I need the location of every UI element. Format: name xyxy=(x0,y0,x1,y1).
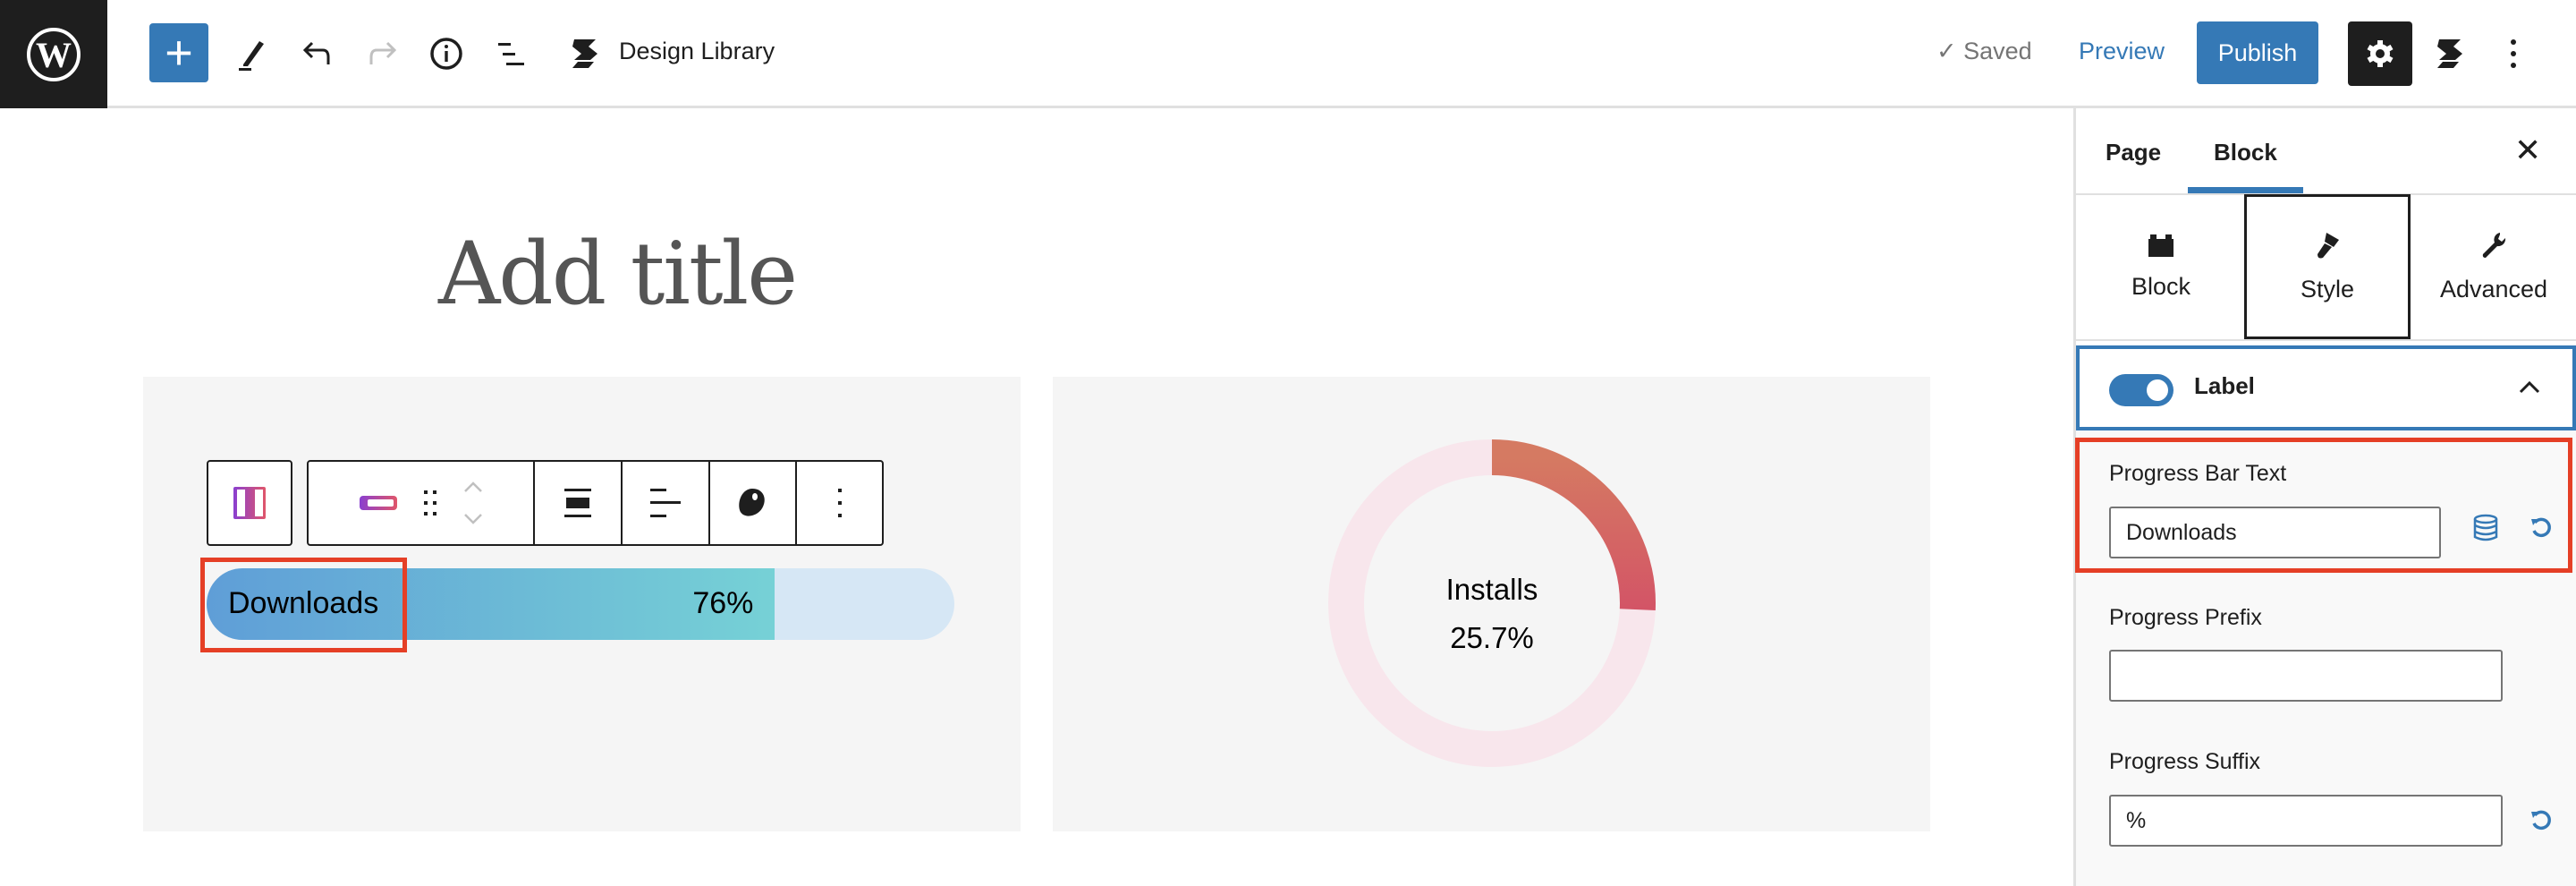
progress-prefix-input[interactable] xyxy=(2109,650,2503,702)
close-icon[interactable]: ✕ xyxy=(2514,132,2542,168)
circle-progress-label: Installs xyxy=(1446,573,1538,606)
circle-progress-arc xyxy=(1491,439,1656,611)
brush-icon xyxy=(2318,232,2339,258)
text-align-button[interactable] xyxy=(620,462,708,544)
subtab-label: Advanced xyxy=(2439,275,2548,302)
progress-prefix-label: Progress Prefix xyxy=(2109,605,2262,630)
label-panel-title: Label xyxy=(2194,372,2255,399)
publish-button[interactable]: Publish xyxy=(2197,21,2318,84)
stackable-logo-icon[interactable] xyxy=(558,27,612,81)
redo-icon[interactable] xyxy=(355,27,409,81)
block-mover-group xyxy=(309,462,533,544)
subtab-block[interactable]: Block xyxy=(2078,194,2244,339)
highlight-box xyxy=(2075,438,2572,573)
pencil-icon[interactable] xyxy=(225,27,279,81)
subtab-style[interactable]: Style xyxy=(2244,194,2411,339)
palette-icon xyxy=(739,489,766,516)
settings-gear-icon[interactable] xyxy=(2348,21,2412,86)
active-tab-indicator xyxy=(2188,187,2303,193)
progress-bar-fill xyxy=(207,568,775,640)
divider xyxy=(2076,339,2576,341)
block-type-button[interactable] xyxy=(207,460,292,546)
progress-bar-value: 76% xyxy=(692,586,754,620)
more-block-options-button[interactable] xyxy=(795,462,882,544)
subtab-label: Block xyxy=(2131,272,2191,300)
progress-bar-icon xyxy=(359,496,397,510)
wrench-icon xyxy=(2482,232,2506,258)
tab-block[interactable]: Block xyxy=(2214,139,2277,166)
label-panel-header[interactable]: Label xyxy=(2076,345,2576,430)
highlight-box xyxy=(200,558,407,652)
sidebar-header: Page Block ✕ Block Style Advanced xyxy=(2076,108,2576,345)
chevron-up-icon[interactable] xyxy=(2518,379,2541,396)
info-icon[interactable] xyxy=(419,27,473,81)
svg-text:W: W xyxy=(36,35,72,75)
progress-bar-text-label: Progress Bar Text xyxy=(2109,461,2287,486)
progress-bar[interactable]: Downloads 76% xyxy=(207,568,954,640)
block-toolbar xyxy=(307,460,884,546)
block-icon xyxy=(2148,234,2174,257)
add-block-button[interactable]: + xyxy=(149,23,208,82)
tab-page[interactable]: Page xyxy=(2106,139,2162,166)
move-up-down-icon[interactable] xyxy=(462,481,484,525)
drag-handle-icon[interactable] xyxy=(423,490,437,516)
color-palette-button[interactable] xyxy=(708,462,796,544)
saved-status: ✓ Saved xyxy=(1936,38,2032,65)
circle-progress-value: 25.7% xyxy=(1450,621,1534,654)
more-options-icon[interactable] xyxy=(2487,27,2540,81)
stackable-settings-icon[interactable] xyxy=(2423,27,2477,81)
align-left-icon xyxy=(649,489,681,517)
progress-suffix-label: Progress Suffix xyxy=(2109,749,2261,774)
document-title[interactable]: Design Library xyxy=(619,38,775,64)
reset-icon[interactable] xyxy=(2529,515,2553,539)
reset-icon[interactable] xyxy=(2529,808,2553,831)
progress-bar-label: Downloads xyxy=(228,586,379,620)
toggle-knob xyxy=(2147,379,2168,401)
progress-block-icon xyxy=(233,487,266,519)
wordpress-logo-icon[interactable]: W xyxy=(0,0,107,108)
subtab-advanced[interactable]: Advanced xyxy=(2411,194,2576,339)
subtab-label: Style xyxy=(2300,275,2355,302)
dynamic-content-database-icon[interactable] xyxy=(2472,514,2499,542)
preview-button[interactable]: Preview xyxy=(2079,38,2165,64)
progress-bar-text-input[interactable]: Downloads xyxy=(2109,507,2441,558)
check-icon: ✓ xyxy=(1936,38,1964,64)
vertical-ellipsis-icon xyxy=(837,489,842,517)
list-view-icon[interactable] xyxy=(485,27,538,81)
top-toolbar: W + Design Library ✓ Saved Preview Publi… xyxy=(0,0,2576,108)
post-title-input[interactable]: Add title xyxy=(437,224,798,324)
progress-suffix-input[interactable]: % xyxy=(2109,795,2503,847)
align-button[interactable] xyxy=(533,462,621,544)
label-toggle[interactable] xyxy=(2109,374,2174,406)
align-wide-icon xyxy=(564,489,592,517)
circle-progress[interactable]: Installs 25.7% xyxy=(1321,432,1663,774)
saved-label: Saved xyxy=(1963,38,2032,64)
undo-icon[interactable] xyxy=(291,27,344,81)
settings-sidebar: Page Block ✕ Block Style Advanced Label … xyxy=(2073,108,2576,886)
